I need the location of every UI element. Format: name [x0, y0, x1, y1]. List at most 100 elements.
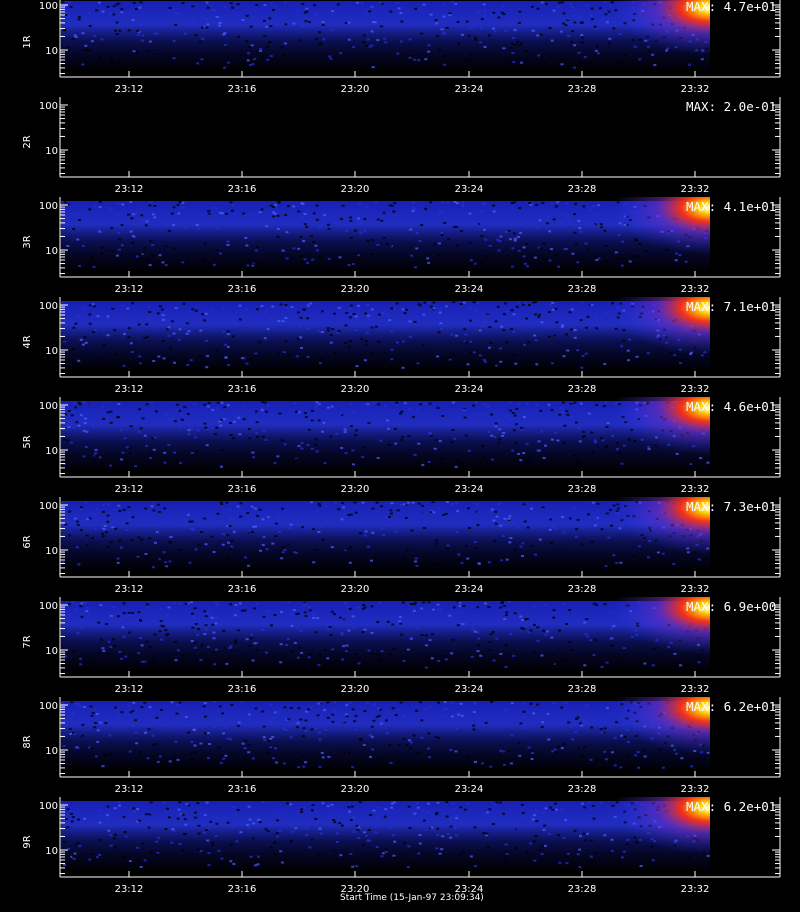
x-tick-label: 23:12: [115, 184, 144, 195]
x-tick-label: 23:24: [455, 284, 484, 295]
x-tick-label: 23:24: [455, 184, 484, 195]
y-tick-label: 100: [39, 1, 58, 12]
x-tick-label: 23:12: [115, 584, 144, 595]
flare-peak: [560, 697, 710, 769]
panel-2r: 10 100 23:12 23:16 23:20 23:24 23:28 23:32 2R MAX…: [0, 97, 800, 197]
x-tick-label: 23:28: [568, 784, 597, 795]
spectrogram-speckle: [61, 701, 710, 769]
max-label: MAX: 4.1e+01: [686, 199, 776, 214]
panel-label: 9R: [22, 835, 33, 848]
panel-7r: 10 100 23:12 23:16 23:20 23:24 23:28 23:32 7R MAX…: [0, 597, 800, 697]
panel-9r: 10 100 23:12 23:16 23:20 23:24 23:28 23:32 9R MAX…: [0, 797, 800, 897]
x-axis-caption: Start Time (15-Jan-97 23:09:34): [340, 893, 484, 903]
flare-peak: [560, 797, 710, 869]
x-tick-label: 23:24: [455, 484, 484, 495]
x-tick-label: 23:20: [341, 384, 370, 395]
x-tick-label: 23:28: [568, 384, 597, 395]
x-tick-label: 23:12: [115, 484, 144, 495]
y-tick-label: 10: [45, 446, 58, 457]
y-tick-label: 100: [39, 601, 58, 612]
y-tick-label: 100: [39, 301, 58, 312]
y-tick-label: 100: [39, 701, 58, 712]
flare-peak: [560, 297, 710, 369]
x-tick-label: 23:20: [341, 184, 370, 195]
x-tick-label: 23:28: [568, 184, 597, 195]
x-tick-label: 23:16: [228, 884, 257, 895]
flare-peak: [560, 0, 710, 69]
panel-3r: 10 100 23:12 23:16 23:20 23:24 23:28 23:32 3R MAX…: [0, 197, 800, 297]
panel-8r: 10 100 23:12 23:16 23:20 23:24 23:28 23:32 8R MAX…: [0, 697, 800, 797]
x-tick-label: 23:20: [341, 584, 370, 595]
x-tick-label: 23:24: [455, 584, 484, 595]
panel-label: 7R: [22, 635, 33, 648]
x-tick-label: 23:32: [681, 184, 710, 195]
panel-label: 2R: [22, 135, 33, 148]
x-tick-label: 23:12: [115, 884, 144, 895]
panel-3r-svg: 10 100 23:12 23:16 23:20 23:24 23:28 23:32 3R MAX…: [22, 197, 781, 295]
panel-4r: 10 100 23:12 23:16 23:20 23:24 23:28 23:32 4R MAX…: [0, 297, 800, 397]
y-tick-label: 10: [45, 46, 58, 57]
max-label: MAX: 2.0e-01: [686, 99, 776, 114]
y-tick-label: 100: [39, 101, 58, 112]
y-tick-label: 10: [45, 846, 58, 857]
x-tick-label: 23:24: [455, 684, 484, 695]
x-tick-label: 23:24: [455, 384, 484, 395]
panel-9r-svg: 10 100 23:12 23:16 23:20 23:24 23:28 23:32 9R MAX…: [22, 797, 781, 895]
y-tick-label: 100: [39, 801, 58, 812]
panel-7r-svg: 10 100 23:12 23:16 23:20 23:24 23:28 23:32 7R MAX…: [22, 597, 781, 695]
x-tick-label: 23:16: [228, 484, 257, 495]
x-tick-label: 23:32: [681, 684, 710, 695]
y-tick-label: 10: [45, 746, 58, 757]
panel-label: 4R: [22, 335, 33, 348]
x-tick-label: 23:32: [681, 784, 710, 795]
max-label: MAX: 4.6e+01: [686, 399, 776, 414]
x-tick-label: 23:20: [341, 784, 370, 795]
flare-peak: [560, 597, 710, 669]
max-label: MAX: 7.1e+01: [686, 299, 776, 314]
x-tick-label: 23:32: [681, 384, 710, 395]
x-tick-label: 23:16: [228, 384, 257, 395]
panel-1r: 10 100 23:12 23:16 23:20 23:24 23:28 23:32 1R MAX…: [0, 0, 800, 97]
x-tick-label: 23:24: [455, 884, 484, 895]
flare-peak: [560, 397, 710, 469]
x-tick-label: 23:20: [341, 484, 370, 495]
max-label: MAX: 7.3e+01: [686, 499, 776, 514]
panel-2r-svg: 10 100 23:12 23:16 23:20 23:24 23:28 23:32 2R MAX…: [22, 97, 781, 195]
x-tick-label: 23:28: [568, 284, 597, 295]
x-tick-label: 23:12: [115, 284, 144, 295]
x-tick-label: 23:24: [455, 84, 484, 95]
panel-5r-svg: 10 100 23:12 23:16 23:20 23:24 23:28 23:32 5R MAX…: [22, 397, 781, 495]
x-tick-label: 23:28: [568, 484, 597, 495]
x-tick-label: 23:32: [681, 484, 710, 495]
panel-6r: 10 100 23:12 23:16 23:20 23:24 23:28 23:32 6R MAX…: [0, 497, 800, 597]
y-tick-label: 10: [45, 546, 58, 557]
x-tick-label: 23:28: [568, 84, 597, 95]
x-tick-label: 23:12: [115, 784, 144, 795]
x-tick-label: 23:16: [228, 784, 257, 795]
x-tick-label: 23:16: [228, 284, 257, 295]
x-tick-label: 23:16: [228, 84, 257, 95]
max-label: MAX: 6.9e+00: [686, 599, 776, 614]
x-tick-label: 23:32: [681, 84, 710, 95]
x-tick-label: 23:12: [115, 384, 144, 395]
y-tick-label: 10: [45, 646, 58, 657]
y-tick-label: 100: [39, 401, 58, 412]
panel-8r-svg: 10 100 23:12 23:16 23:20 23:24 23:28 23:32 8R MAX…: [22, 697, 781, 795]
y-tick-label: 10: [45, 146, 58, 157]
x-tick-label: 23:12: [115, 84, 144, 95]
flare-peak: [560, 497, 710, 569]
panel-label: 3R: [22, 235, 33, 248]
panel-4r-svg: 10 100 23:12 23:16 23:20 23:24 23:28 23:32 4R MAX…: [22, 297, 781, 395]
x-tick-label: 23:32: [681, 584, 710, 595]
y-tick-label: 10: [45, 346, 58, 357]
x-tick-label: 23:20: [341, 284, 370, 295]
y-tick-label: 100: [39, 201, 58, 212]
max-label: MAX: 4.7e+01: [686, 0, 776, 14]
x-tick-label: 23:20: [341, 884, 370, 895]
x-tick-label: 23:16: [228, 184, 257, 195]
x-tick-label: 23:32: [681, 884, 710, 895]
panel-label: 8R: [22, 735, 33, 748]
x-tick-label: 23:16: [228, 684, 257, 695]
y-tick-label: 10: [45, 246, 58, 257]
x-tick-label: 23:20: [341, 84, 370, 95]
